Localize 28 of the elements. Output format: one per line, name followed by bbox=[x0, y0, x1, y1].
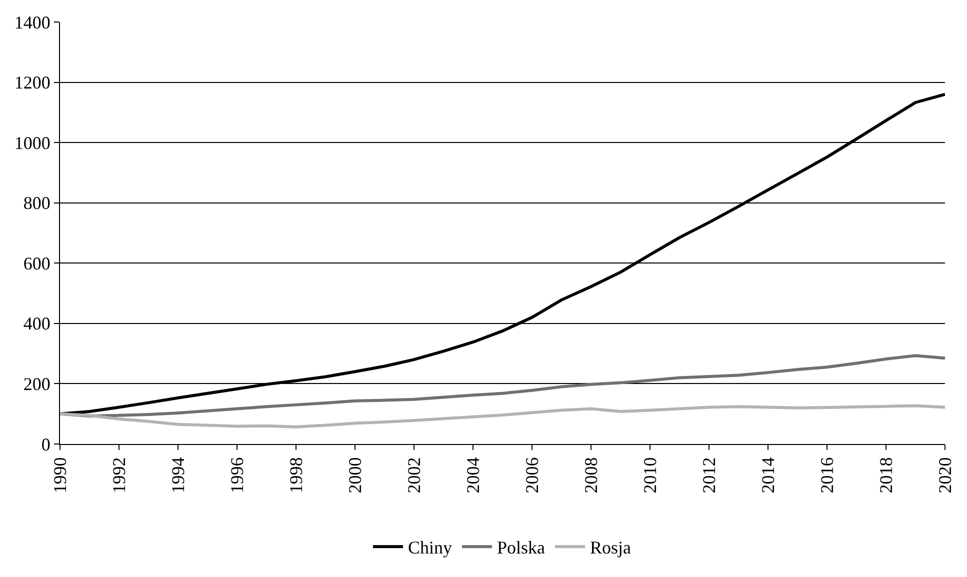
x-tick-label: 2006 bbox=[522, 457, 542, 494]
y-tick-label: 1400 bbox=[14, 12, 50, 32]
x-tick-label: 2002 bbox=[404, 457, 424, 494]
x-tick-label: 1994 bbox=[168, 457, 188, 494]
x-tick-label: 2016 bbox=[816, 457, 837, 494]
x-tick-label: 2010 bbox=[640, 457, 660, 494]
x-tick-label: 2014 bbox=[758, 457, 778, 494]
y-tick-label: 800 bbox=[23, 193, 50, 214]
y-tick-label: 0 bbox=[41, 434, 50, 454]
y-tick-label: 1000 bbox=[14, 132, 50, 153]
x-tick-label: 2018 bbox=[876, 457, 896, 494]
x-tick-label: 2012 bbox=[698, 457, 719, 494]
legend-label: Rosja bbox=[590, 538, 632, 558]
x-tick-label: 1990 bbox=[50, 457, 70, 494]
y-tick-label: 1200 bbox=[14, 72, 50, 93]
legend-label: Polska bbox=[497, 538, 546, 558]
y-tick-label: 600 bbox=[23, 253, 50, 274]
x-tick-label: 1996 bbox=[226, 457, 247, 494]
x-tick-label: 2020 bbox=[934, 457, 955, 494]
legend-label: Chiny bbox=[408, 538, 452, 558]
x-tick-label: 2008 bbox=[580, 457, 601, 494]
x-tick-label: 2004 bbox=[462, 457, 483, 494]
x-tick-label: 1992 bbox=[108, 457, 129, 494]
line-series bbox=[60, 404, 945, 428]
y-tick-label: 200 bbox=[23, 374, 50, 394]
x-tick-label: 2000 bbox=[344, 457, 365, 494]
y-tick-label: 400 bbox=[23, 314, 50, 334]
x-tick-label: 1998 bbox=[286, 457, 306, 494]
